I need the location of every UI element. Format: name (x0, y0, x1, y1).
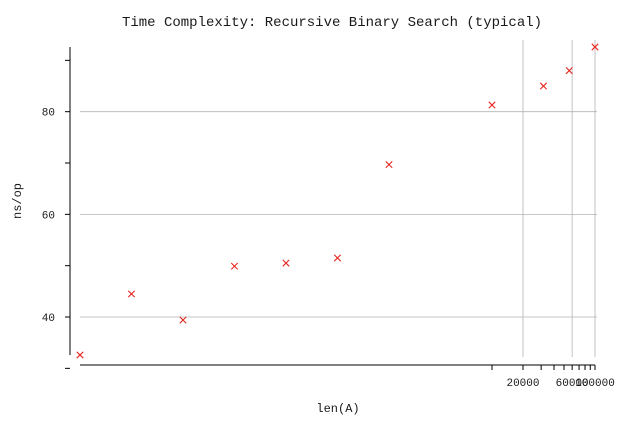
data-point-2 (179, 316, 187, 324)
y-tick-label-5: 80 (42, 108, 55, 120)
y-tick-label-3: 60 (42, 210, 55, 222)
data-point-1 (127, 290, 136, 298)
x-tick-label-1: 20000 (506, 378, 539, 390)
data-points (76, 43, 599, 359)
data-point-9 (565, 67, 573, 75)
x-axis-label: len(A) (316, 402, 359, 416)
data-point-5 (333, 254, 342, 262)
data-point-0 (76, 351, 84, 359)
data-point-stroke (488, 101, 496, 109)
data-point-stroke (76, 351, 84, 359)
y-tick-label-1: 40 (42, 313, 55, 325)
data-point-8 (539, 82, 548, 90)
x-tick-label-5: 60000 (556, 378, 589, 390)
data-point-stroke (385, 160, 393, 169)
data-point-stroke (539, 82, 548, 90)
chart-title: Time Complexity: Recursive Binary Search… (122, 15, 542, 31)
data-point-stroke (179, 316, 187, 324)
data-point-6 (385, 160, 393, 169)
data-point-7 (488, 101, 496, 109)
data-point-10 (591, 43, 599, 51)
data-point-stroke (282, 259, 290, 267)
x-tick-label-9: 100000 (575, 378, 615, 390)
data-point-stroke (333, 254, 342, 262)
y-axis-label: ns/op (11, 183, 25, 219)
data-point-3 (230, 262, 239, 270)
data-point-4 (282, 259, 290, 267)
grid (80, 40, 597, 357)
data-point-stroke (230, 262, 239, 270)
data-point-stroke (591, 43, 599, 51)
data-point-stroke (127, 290, 136, 298)
data-point-stroke (565, 67, 573, 75)
